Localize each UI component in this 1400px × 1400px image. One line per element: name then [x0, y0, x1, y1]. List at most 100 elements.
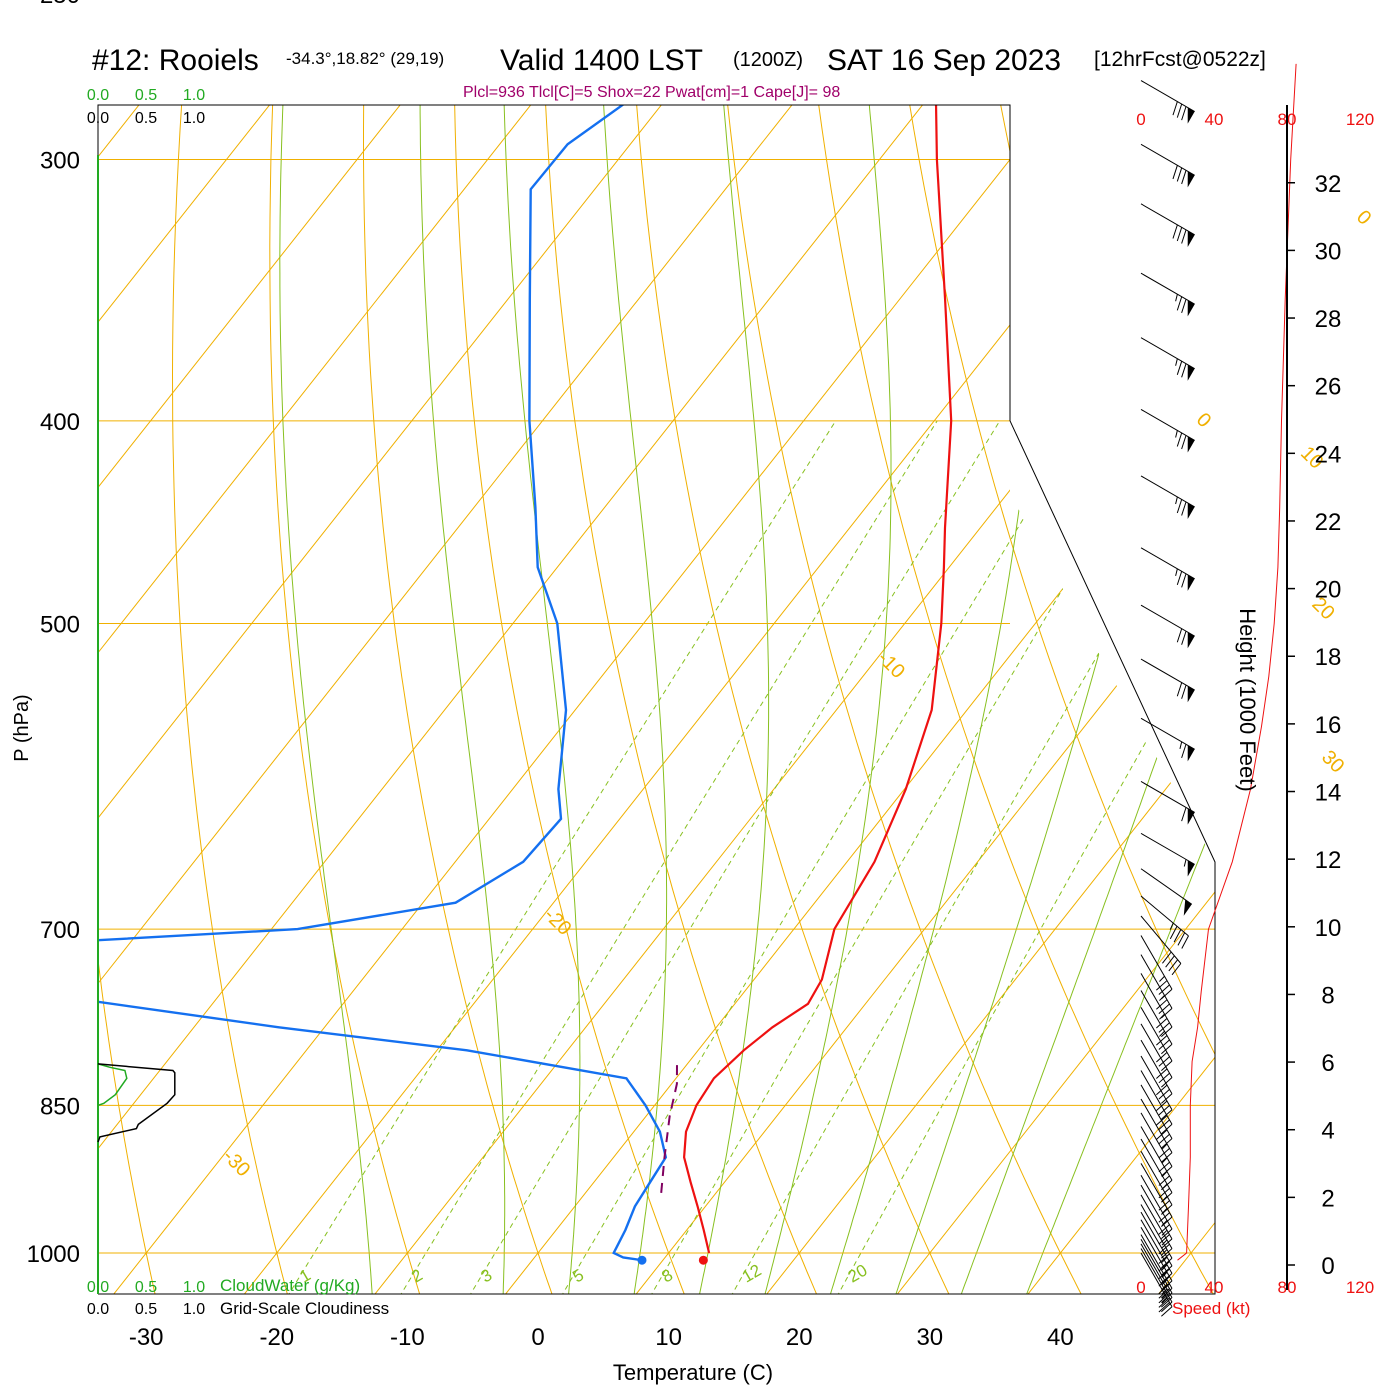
- wind-barb: [1140, 1175, 1173, 1239]
- dry-adiabat: [453, 105, 686, 1294]
- isotherm-line: [98, 105, 387, 1294]
- isotherm-label: -10: [873, 647, 909, 683]
- height-tick-label: 20: [1315, 577, 1342, 604]
- pressure-tick-label: 1000: [27, 1241, 80, 1268]
- dry-adiabat: [714, 105, 1084, 1294]
- wind-barb: [1140, 408, 1195, 453]
- dry-adiabat: [1148, 105, 1215, 1294]
- isotherm-line: [98, 105, 518, 1294]
- temperature-tick-label: -30: [129, 1324, 164, 1351]
- utc-time: (1200Z): [733, 49, 803, 71]
- moist-adiabat: [763, 105, 892, 1294]
- dry-adiabat: [1061, 105, 1215, 1294]
- isotherm-label: 0: [1192, 409, 1215, 432]
- wind-barb: [1140, 973, 1173, 1038]
- cloudiness-label: Grid-Scale Cloudiness: [220, 1299, 389, 1318]
- wind-barb: [1140, 1184, 1173, 1249]
- dry-adiabat: [627, 105, 951, 1294]
- isotherm-line: [1025, 105, 1215, 1294]
- height-tick-label: 14: [1315, 780, 1342, 807]
- station-coords: -34.3°,18.82° (29,19): [286, 49, 444, 68]
- isotherm-line: [98, 105, 910, 1294]
- isotherm-line: [98, 105, 1040, 1294]
- axis-titles: Temperature (C) P (hPa) Height (1000 Fee…: [11, 608, 1260, 1385]
- temperature-tick-label: -20: [259, 1324, 294, 1351]
- height-tick-label: 28: [1315, 306, 1342, 333]
- temperature-line: [682, 105, 953, 1254]
- moist-adiabat: [1024, 105, 1215, 1294]
- dry-adiabat: [888, 105, 1215, 1294]
- wind-barb: [1140, 1055, 1173, 1120]
- cloudiness-tick-bottom: 1.0: [183, 1301, 205, 1318]
- wind-speed-tick-bottom: 0: [1136, 1278, 1145, 1297]
- chart-title: #12: Rooiels -34.3°,18.82° (29,19) Valid…: [92, 44, 1266, 77]
- wind-barb: [1140, 1243, 1173, 1308]
- pressure-tick-label: 400: [40, 409, 80, 436]
- moist-adiabat: [829, 105, 1041, 1294]
- height-tick-label: 18: [1315, 644, 1342, 671]
- isotherm-label: 0: [1352, 206, 1375, 229]
- cloudwater-tick-bottom: 1.0: [183, 1279, 205, 1296]
- temperature-tick-label: -10: [390, 1324, 425, 1351]
- wind-barb: [1140, 1150, 1173, 1215]
- wind-barb: [1140, 658, 1195, 703]
- wind-barb: [1140, 1194, 1173, 1259]
- wind-barb: [1140, 1039, 1173, 1104]
- height-tick-label: 26: [1315, 374, 1342, 401]
- pressure-tick-label: 250: [40, 0, 80, 9]
- wind-barb: [1140, 547, 1195, 591]
- forecast-run: [12hrFcst@0522z]: [1094, 48, 1266, 71]
- parcel-line: [660, 1063, 678, 1193]
- cloudwater-profile: [97, 1063, 128, 1137]
- cloudwater-tick-bottom: 0.0: [87, 1279, 109, 1296]
- moist-adiabat: [959, 105, 1215, 1294]
- moist-adiabat: [597, 105, 668, 1294]
- isotherm-line: [763, 105, 1215, 1294]
- wind-barb: [1140, 781, 1195, 825]
- height-tick-label: 10: [1315, 915, 1342, 942]
- mixing-ratio-label: 8: [658, 1265, 676, 1286]
- isotherm-line: [894, 105, 1215, 1294]
- wind-barb: [1140, 990, 1173, 1055]
- wind-speed-label: Speed (kt): [1172, 1299, 1250, 1318]
- temperature-tick-label: 30: [916, 1324, 943, 1351]
- mixing-ratio-line: [729, 420, 1215, 1294]
- y-axis-title: P (hPa): [11, 694, 33, 761]
- wind-barb: [1140, 868, 1193, 916]
- dry-adiabat: [98, 105, 157, 1294]
- isotherm-line: [502, 105, 1215, 1294]
- surface-dewpoint-dot: [637, 1255, 647, 1265]
- dry-adiabat: [540, 105, 819, 1294]
- isotherm-line: [110, 105, 1171, 1294]
- dry-adiabat: [171, 105, 289, 1294]
- pressure-tick-label: 500: [40, 611, 80, 638]
- mixing-ratio-line: [649, 420, 1163, 1294]
- stability-indices: Plcl=936 Tlcl[C]=5 Shox=22 Pwat[cm]=1 Ca…: [463, 84, 840, 101]
- height-axis-title: Height (1000 Feet): [1235, 608, 1260, 791]
- height-tick-label: 8: [1321, 982, 1334, 1009]
- mixing-ratio-label: 20: [845, 1261, 871, 1287]
- height-tick-label: 0: [1321, 1253, 1334, 1280]
- mixing-ratio-label: 12: [739, 1261, 765, 1287]
- cloudiness-tick-bottom: 0.0: [87, 1301, 109, 1318]
- cloudwater-label: CloudWater (g/Kg): [220, 1276, 360, 1295]
- pressure-tick-label: 850: [40, 1093, 80, 1120]
- wind-barb: [1140, 1204, 1173, 1269]
- wind-barb: [1140, 272, 1195, 317]
- valid-time: Valid 1400 LST: [500, 44, 703, 77]
- pressure-tick-label: 300: [40, 148, 80, 175]
- isotherm-line: [1287, 0, 1400, 1297]
- moist-adiabat: [502, 105, 581, 1294]
- wind-barb: [1140, 143, 1195, 188]
- cloudiness-tick-top: 0.0: [87, 110, 109, 127]
- x-axis-title: Temperature (C): [613, 1360, 773, 1385]
- wind-barb: [1140, 1023, 1173, 1088]
- height-tick-label: 12: [1315, 847, 1342, 874]
- isotherm-line: [633, 105, 1215, 1294]
- mixing-ratio-line: [468, 420, 1001, 1294]
- cloudwater-tick-top: 1.0: [183, 87, 205, 104]
- dry-adiabat: [269, 105, 422, 1294]
- mixing-ratio-label: 2: [408, 1265, 426, 1286]
- dry-adiabat: [801, 105, 1215, 1294]
